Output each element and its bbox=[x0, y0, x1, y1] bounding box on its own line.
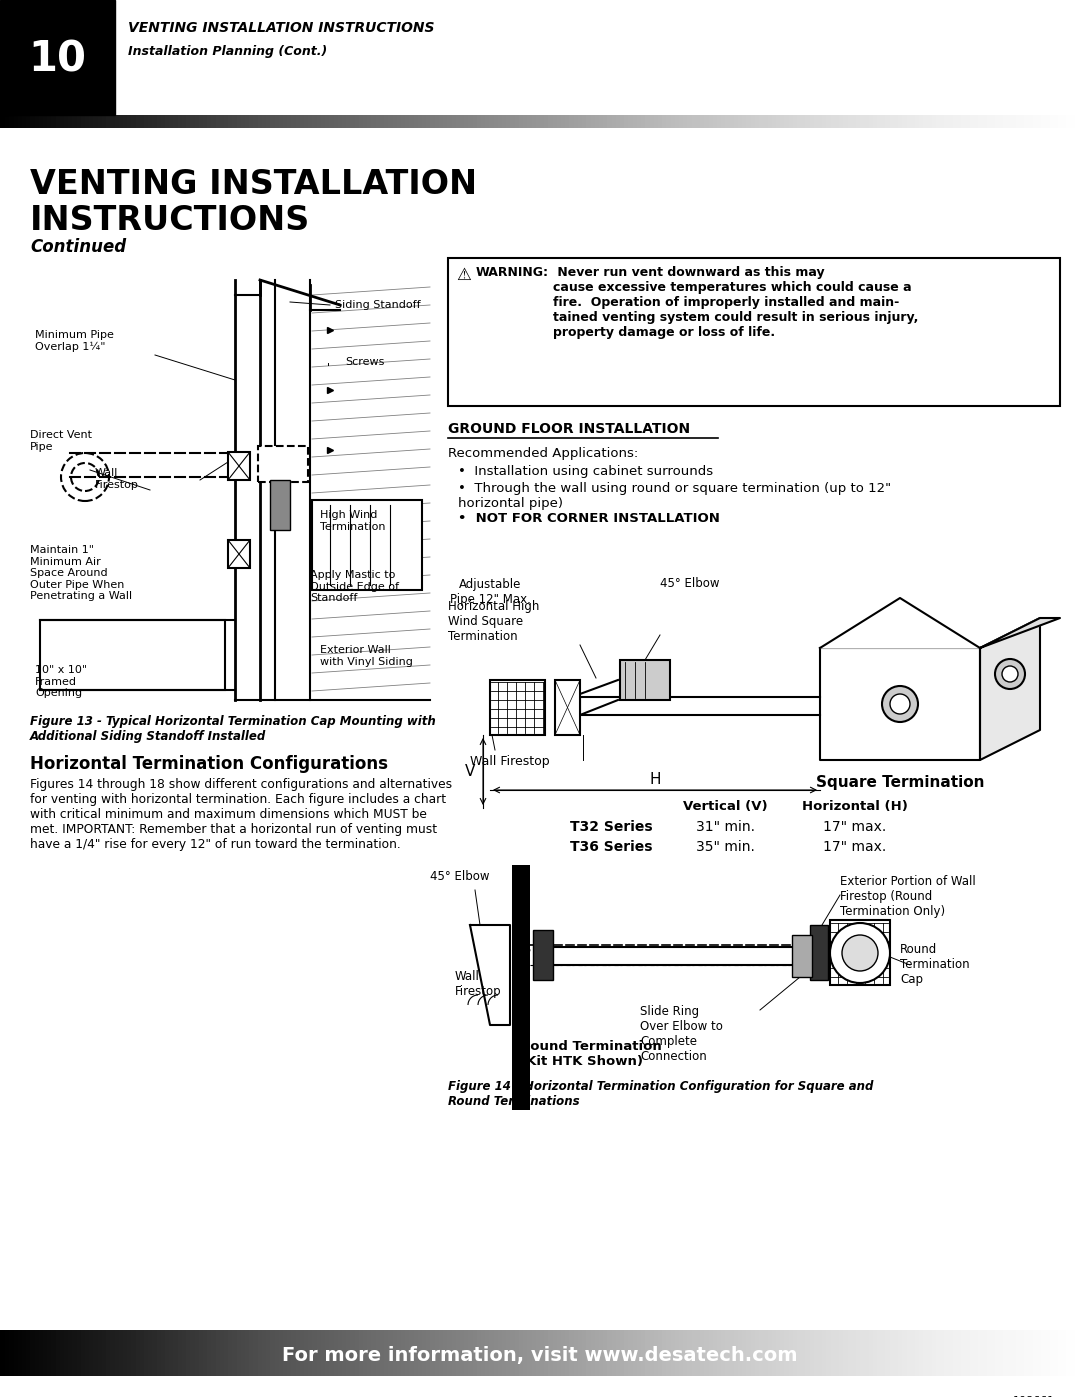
Bar bbox=[258, 446, 308, 482]
Bar bbox=[228, 541, 249, 569]
Text: Apply Mastic to
Outside Edge of
Standoff: Apply Mastic to Outside Edge of Standoff bbox=[310, 570, 399, 604]
Bar bbox=[0, 0, 114, 115]
Text: Recommended Applications:: Recommended Applications: bbox=[448, 447, 638, 460]
Text: Siding Standoff: Siding Standoff bbox=[335, 300, 420, 310]
Text: 45° Elbow: 45° Elbow bbox=[430, 870, 489, 883]
Text: Exterior Wall
with Vinyl Siding: Exterior Wall with Vinyl Siding bbox=[320, 645, 413, 666]
Text: Round
Termination
Cap: Round Termination Cap bbox=[900, 943, 970, 986]
Circle shape bbox=[995, 659, 1025, 689]
Circle shape bbox=[1002, 666, 1018, 682]
Bar bbox=[792, 935, 812, 977]
Text: Horizontal High
Wind Square
Termination: Horizontal High Wind Square Termination bbox=[448, 599, 539, 643]
Text: 45° Elbow: 45° Elbow bbox=[660, 577, 719, 590]
Circle shape bbox=[842, 935, 878, 971]
Text: T36 Series: T36 Series bbox=[570, 840, 652, 854]
Polygon shape bbox=[980, 617, 1040, 760]
Circle shape bbox=[831, 923, 890, 983]
Text: INSTRUCTIONS: INSTRUCTIONS bbox=[30, 204, 310, 237]
Bar bbox=[534, 930, 553, 981]
Text: Continued: Continued bbox=[30, 237, 126, 256]
Text: Square Termination: Square Termination bbox=[815, 775, 984, 789]
Text: Exterior Portion of Wall
Firestop (Round
Termination Only): Exterior Portion of Wall Firestop (Round… bbox=[840, 875, 975, 918]
Text: Round Termination
(Kit HTK Shown): Round Termination (Kit HTK Shown) bbox=[519, 1039, 662, 1067]
Text: Screws: Screws bbox=[345, 358, 384, 367]
Text: Wall
Firestop: Wall Firestop bbox=[95, 468, 139, 489]
Text: 17" max.: 17" max. bbox=[823, 840, 887, 854]
Text: V: V bbox=[464, 764, 475, 780]
Bar bbox=[512, 865, 530, 1111]
Text: High Wind
Termination: High Wind Termination bbox=[320, 510, 386, 532]
Circle shape bbox=[890, 694, 910, 714]
Bar bbox=[448, 258, 1059, 407]
Bar bbox=[555, 680, 580, 735]
Text: GROUND FLOOR INSTALLATION: GROUND FLOOR INSTALLATION bbox=[448, 422, 690, 436]
Text: Installation Planning (Cont.): Installation Planning (Cont.) bbox=[129, 46, 327, 59]
Text: •  Installation using cabinet surrounds: • Installation using cabinet surrounds bbox=[458, 465, 713, 478]
Text: •  NOT FOR CORNER INSTALLATION: • NOT FOR CORNER INSTALLATION bbox=[458, 511, 720, 525]
Circle shape bbox=[882, 686, 918, 722]
Text: Slide Ring
Over Elbow to
Complete
Connection: Slide Ring Over Elbow to Complete Connec… bbox=[640, 1004, 723, 1063]
Text: Figure 13 - Typical Horizontal Termination Cap Mounting with
Additional Siding S: Figure 13 - Typical Horizontal Terminati… bbox=[30, 715, 435, 743]
Bar bbox=[490, 680, 545, 735]
Bar bbox=[228, 453, 249, 481]
Text: VENTING INSTALLATION: VENTING INSTALLATION bbox=[30, 168, 477, 201]
Text: Wall Firestop: Wall Firestop bbox=[470, 754, 550, 768]
Bar bbox=[270, 481, 291, 529]
Text: Maintain 1"
Minimum Air
Space Around
Outer Pipe When
Penetrating a Wall: Maintain 1" Minimum Air Space Around Out… bbox=[30, 545, 132, 601]
Polygon shape bbox=[470, 925, 510, 1025]
Polygon shape bbox=[820, 598, 980, 648]
Text: Direct Vent
Pipe: Direct Vent Pipe bbox=[30, 430, 92, 451]
Text: Figure 14 - Horizontal Termination Configuration for Square and
Round Terminatio: Figure 14 - Horizontal Termination Confi… bbox=[448, 1080, 874, 1108]
Bar bbox=[312, 500, 422, 590]
Text: For more information, visit www.desatech.com: For more information, visit www.desatech… bbox=[282, 1345, 798, 1365]
Bar bbox=[810, 925, 828, 981]
Text: 17" max.: 17" max. bbox=[823, 820, 887, 834]
Text: •  Through the wall using round or square termination (up to 12"
horizontal pipe: • Through the wall using round or square… bbox=[458, 482, 891, 510]
Text: ⚠: ⚠ bbox=[456, 265, 471, 284]
Text: 10: 10 bbox=[28, 39, 86, 81]
Text: WARNING:: WARNING: bbox=[476, 265, 549, 279]
Text: 10" x 10"
Framed
Opening: 10" x 10" Framed Opening bbox=[35, 665, 87, 698]
Text: Vertical (V): Vertical (V) bbox=[683, 800, 767, 813]
Text: Horizontal Termination Configurations: Horizontal Termination Configurations bbox=[30, 754, 388, 773]
Text: Adjustable
Pipe 12" Max.: Adjustable Pipe 12" Max. bbox=[449, 578, 530, 606]
Text: H: H bbox=[649, 773, 661, 788]
Text: VENTING INSTALLATION INSTRUCTIONS: VENTING INSTALLATION INSTRUCTIONS bbox=[129, 21, 434, 35]
Text: Horizontal (H): Horizontal (H) bbox=[802, 800, 908, 813]
Bar bbox=[831, 921, 890, 985]
Polygon shape bbox=[820, 648, 980, 760]
Text: 35" min.: 35" min. bbox=[696, 840, 755, 854]
Text: Minimum Pipe
Overlap 1¼": Minimum Pipe Overlap 1¼" bbox=[35, 330, 113, 352]
Text: Wall
Firestop: Wall Firestop bbox=[455, 970, 501, 997]
Text: 31" min.: 31" min. bbox=[696, 820, 755, 834]
Polygon shape bbox=[980, 617, 1059, 648]
Text: T32 Series: T32 Series bbox=[570, 820, 652, 834]
Bar bbox=[620, 659, 670, 700]
Text: Figures 14 through 18 show different configurations and alternatives
for venting: Figures 14 through 18 show different con… bbox=[30, 778, 453, 851]
Bar bbox=[40, 620, 225, 690]
Text: Never run vent downward as this may
cause excessive temperatures which could cau: Never run vent downward as this may caus… bbox=[553, 265, 918, 339]
